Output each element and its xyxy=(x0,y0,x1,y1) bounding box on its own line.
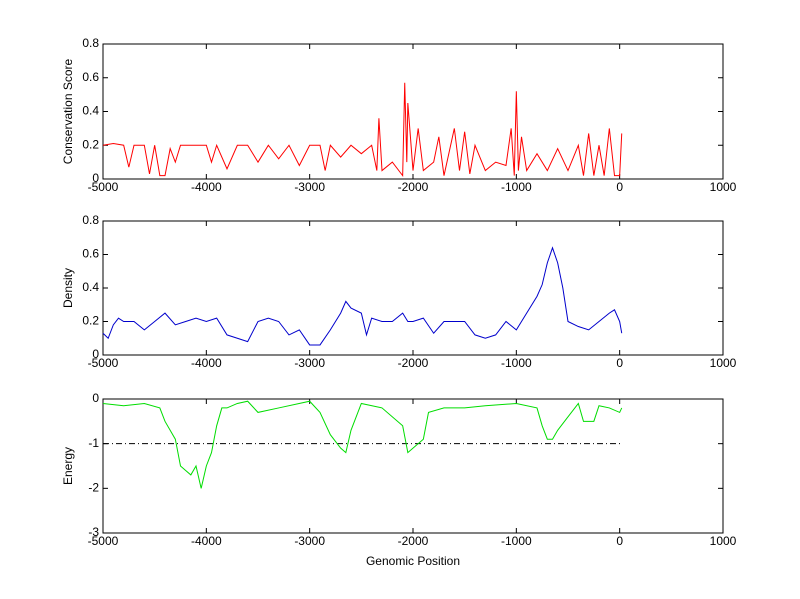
data-line xyxy=(102,400,623,489)
x-tick-label: -1000 xyxy=(501,534,532,548)
x-tick-label: -5000 xyxy=(88,356,119,370)
x-tick-label: 0 xyxy=(616,534,623,548)
x-tick-label: -1000 xyxy=(501,356,532,370)
y-tick-label: 0.4 xyxy=(82,280,99,294)
y-axis-label: Energy xyxy=(61,447,75,485)
y-tick-label: 0.2 xyxy=(82,137,99,151)
y-tick-label: 0.2 xyxy=(82,314,99,328)
x-tick-label: 0 xyxy=(616,356,623,370)
x-tick-label: 1000 xyxy=(710,356,737,370)
x-tick-label: -3000 xyxy=(294,534,325,548)
y-axis-label: Conservation Score xyxy=(61,58,75,164)
y-tick-label: 0.4 xyxy=(82,104,99,118)
x-tick-label: -5000 xyxy=(88,534,119,548)
data-line xyxy=(102,246,623,346)
y-tick-label: 0.6 xyxy=(82,70,99,84)
x-tick-label: -2000 xyxy=(398,534,429,548)
x-tick-label: -2000 xyxy=(398,180,429,194)
data-line xyxy=(102,82,623,178)
y-tick-label: 0 xyxy=(92,347,99,361)
x-tick-label: -3000 xyxy=(294,180,325,194)
x-tick-label: 0 xyxy=(616,180,623,194)
y-tick-label: 0.8 xyxy=(82,213,99,227)
axes-box xyxy=(102,43,724,180)
y-tick-label: 0.6 xyxy=(82,247,99,261)
x-tick-label: -4000 xyxy=(191,534,222,548)
y-tick-label: -3 xyxy=(88,525,99,539)
y-tick-label: 0 xyxy=(92,171,99,185)
y-tick-label: -1 xyxy=(88,436,99,450)
x-tick-label: -4000 xyxy=(191,356,222,370)
x-tick-label: -2000 xyxy=(398,356,429,370)
y-tick-label: -2 xyxy=(88,481,99,495)
x-tick-label: -4000 xyxy=(191,180,222,194)
x-tick-label: -3000 xyxy=(294,356,325,370)
axes-box xyxy=(102,220,724,356)
x-tick-label: 1000 xyxy=(710,180,737,194)
x-tick-label: -5000 xyxy=(88,180,119,194)
y-tick-label: 0.8 xyxy=(82,36,99,50)
x-tick-label: -1000 xyxy=(501,180,532,194)
x-tick-label: 1000 xyxy=(710,534,737,548)
y-tick-label: 0 xyxy=(92,391,99,405)
y-axis-label: Density xyxy=(61,268,75,308)
x-axis-label: Genomic Position xyxy=(366,554,460,568)
